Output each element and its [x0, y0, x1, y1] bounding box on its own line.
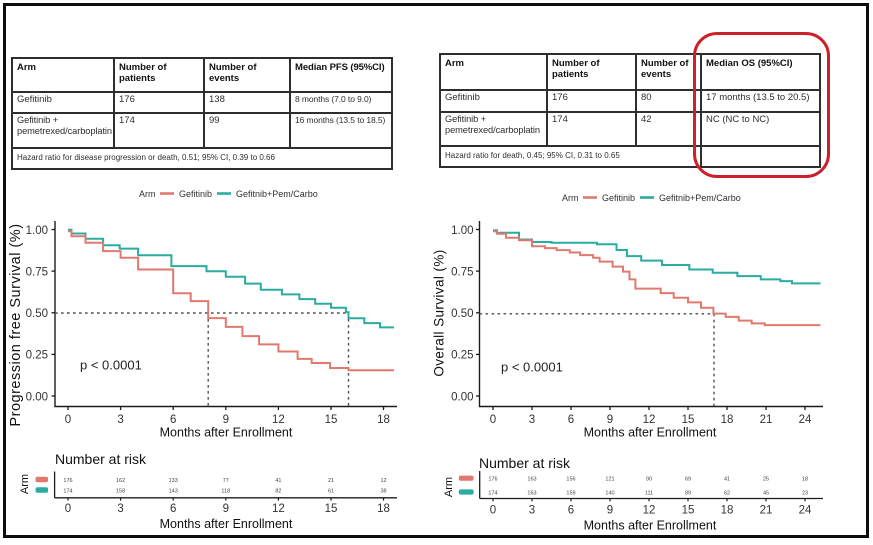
- svg-text:12: 12: [272, 503, 285, 515]
- svg-text:12: 12: [272, 414, 285, 426]
- svg-text:6: 6: [170, 503, 176, 515]
- svg-text:0.50: 0.50: [451, 308, 473, 320]
- svg-text:18: 18: [721, 414, 734, 426]
- svg-text:140: 140: [605, 491, 614, 497]
- svg-text:1.00: 1.00: [451, 225, 473, 237]
- svg-text:9: 9: [223, 414, 229, 426]
- svg-text:143: 143: [169, 488, 178, 494]
- svg-text:18: 18: [377, 503, 390, 515]
- svg-text:Months after Enrollment: Months after Enrollment: [160, 517, 293, 531]
- svg-text:176: 176: [488, 477, 497, 483]
- svg-text:p < 0.0001: p < 0.0001: [80, 358, 142, 373]
- svg-text:3: 3: [529, 414, 535, 426]
- svg-text:62: 62: [724, 491, 730, 497]
- svg-text:0.75: 0.75: [26, 266, 48, 278]
- svg-text:3: 3: [529, 505, 535, 517]
- svg-text:Arm: Arm: [139, 189, 156, 199]
- svg-text:25: 25: [763, 477, 769, 483]
- svg-text:Arm: Arm: [562, 193, 579, 203]
- svg-text:9: 9: [607, 414, 613, 426]
- svg-text:21: 21: [760, 505, 773, 517]
- svg-text:163: 163: [527, 477, 536, 483]
- svg-text:Arm: Arm: [443, 477, 455, 497]
- svg-text:18: 18: [377, 414, 390, 426]
- svg-text:24: 24: [799, 414, 812, 426]
- svg-text:0.00: 0.00: [26, 391, 48, 403]
- svg-text:38: 38: [380, 488, 386, 494]
- svg-text:0.50: 0.50: [26, 308, 48, 320]
- svg-text:69: 69: [685, 477, 691, 483]
- svg-text:41: 41: [275, 478, 281, 484]
- svg-text:82: 82: [275, 488, 281, 494]
- svg-text:Gefitinib: Gefitinib: [179, 189, 212, 199]
- svg-text:41: 41: [724, 477, 730, 483]
- svg-text:0: 0: [490, 505, 496, 517]
- svg-text:118: 118: [221, 488, 230, 494]
- svg-text:158: 158: [116, 488, 125, 494]
- svg-text:Overall Survival (%): Overall Survival (%): [432, 249, 447, 376]
- svg-text:89: 89: [685, 491, 691, 497]
- svg-text:111: 111: [645, 491, 653, 497]
- svg-text:61: 61: [328, 488, 334, 494]
- svg-text:Number at risk: Number at risk: [479, 455, 571, 471]
- svg-text:174: 174: [488, 491, 497, 497]
- svg-text:3: 3: [117, 414, 123, 426]
- svg-text:3: 3: [117, 503, 123, 515]
- svg-text:174: 174: [63, 488, 72, 494]
- svg-text:163: 163: [527, 491, 536, 497]
- svg-text:Progression free Survival (%): Progression free Survival (%): [8, 223, 24, 426]
- svg-text:0.00: 0.00: [451, 391, 473, 403]
- svg-text:9: 9: [607, 505, 613, 517]
- svg-text:12: 12: [380, 478, 386, 484]
- svg-text:Number at risk: Number at risk: [55, 451, 147, 467]
- svg-text:15: 15: [682, 414, 695, 426]
- svg-text:12: 12: [643, 505, 656, 517]
- svg-text:0.75: 0.75: [451, 266, 473, 278]
- svg-text:0: 0: [65, 503, 71, 515]
- svg-text:159: 159: [566, 491, 575, 497]
- svg-text:p < 0.0001: p < 0.0001: [501, 360, 563, 375]
- svg-text:Months after Enrollment: Months after Enrollment: [160, 426, 293, 440]
- svg-text:18: 18: [802, 477, 808, 483]
- svg-text:6: 6: [568, 414, 574, 426]
- svg-text:176: 176: [63, 478, 72, 484]
- svg-text:18: 18: [721, 505, 734, 517]
- svg-text:15: 15: [325, 414, 338, 426]
- svg-text:156: 156: [566, 477, 575, 483]
- svg-text:Months after Enrollment: Months after Enrollment: [584, 426, 717, 440]
- svg-text:24: 24: [799, 505, 812, 517]
- svg-text:Months after Enrollment: Months after Enrollment: [584, 519, 717, 533]
- svg-text:6: 6: [170, 414, 176, 426]
- svg-text:90: 90: [646, 477, 652, 483]
- svg-text:15: 15: [682, 505, 695, 517]
- svg-text:Arm: Arm: [19, 474, 31, 494]
- svg-text:15: 15: [325, 503, 338, 515]
- svg-text:0: 0: [490, 414, 496, 426]
- svg-text:12: 12: [643, 414, 656, 426]
- svg-text:0: 0: [65, 414, 71, 426]
- svg-text:Gefitnib+Pem/Carbo: Gefitnib+Pem/Carbo: [236, 189, 318, 199]
- svg-text:162: 162: [116, 478, 125, 484]
- svg-text:133: 133: [169, 478, 178, 484]
- svg-text:Gefitinib: Gefitinib: [602, 193, 635, 203]
- svg-text:45: 45: [763, 491, 769, 497]
- svg-text:0.25: 0.25: [26, 350, 48, 362]
- svg-text:21: 21: [760, 414, 773, 426]
- svg-text:9: 9: [223, 503, 229, 515]
- svg-text:0.25: 0.25: [451, 350, 473, 362]
- svg-text:21: 21: [328, 478, 334, 484]
- svg-text:77: 77: [223, 478, 229, 484]
- svg-text:6: 6: [568, 505, 574, 517]
- svg-text:Gefitnib+Pem/Carbo: Gefitnib+Pem/Carbo: [659, 193, 741, 203]
- svg-text:121: 121: [605, 477, 614, 483]
- svg-text:1.00: 1.00: [26, 225, 48, 237]
- svg-text:23: 23: [802, 491, 808, 497]
